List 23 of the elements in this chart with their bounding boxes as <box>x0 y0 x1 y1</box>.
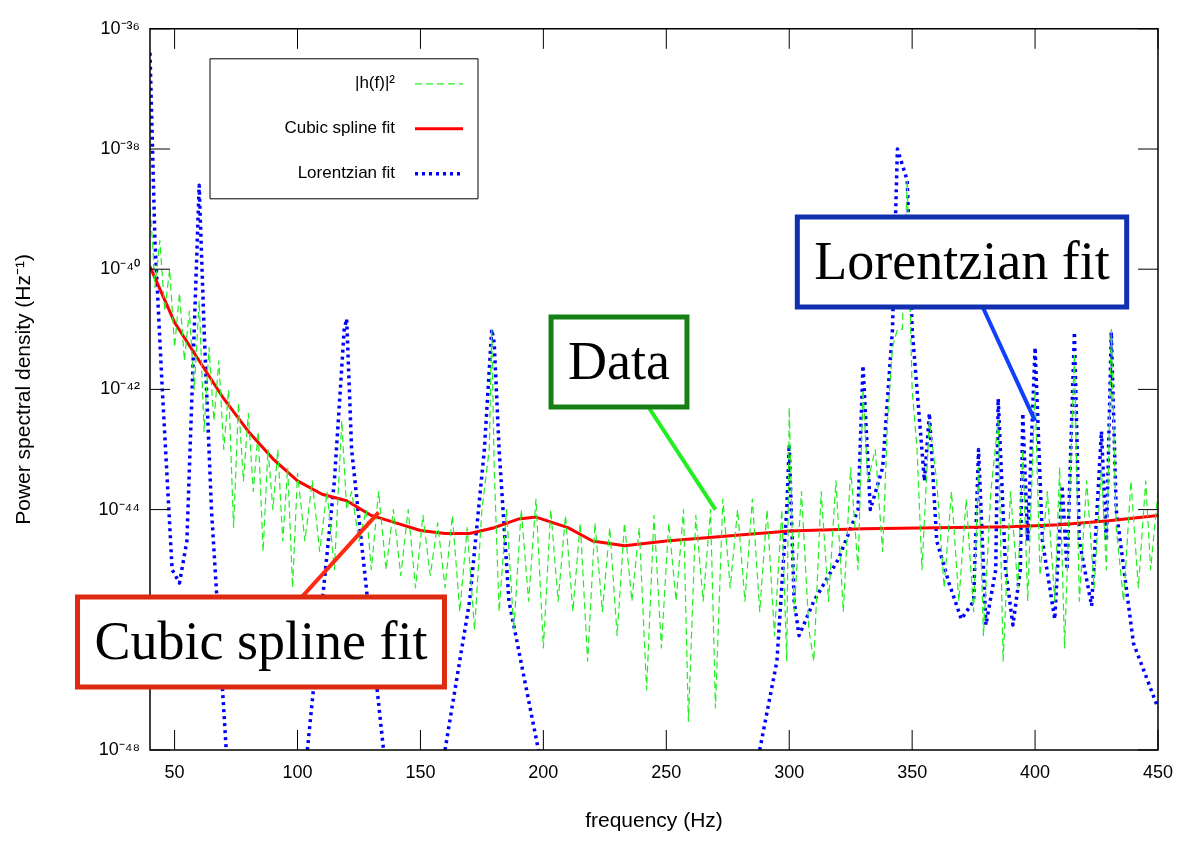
x-tick-label: 450 <box>1142 761 1174 782</box>
y-axis-title: Power spectral density (Hz⁻¹) <box>11 254 35 525</box>
legend-label: |h(f)|² <box>355 73 396 93</box>
y-tick-label: 10⁻⁴⁴ <box>98 498 140 519</box>
x-tick-label: 100 <box>282 761 313 782</box>
x-axis-title: frequency (Hz) <box>585 808 723 832</box>
legend-label: Cubic spline fit <box>284 118 396 138</box>
annotation: Data <box>568 331 670 392</box>
x-tick-label: 250 <box>651 761 682 782</box>
x-tick-label: 50 <box>164 761 185 782</box>
x-tick-label: 350 <box>897 761 928 782</box>
annotation: Lorentzian fit <box>814 231 1110 292</box>
y-tick-label: 10⁻⁴² <box>100 378 141 399</box>
y-tick-label: 10⁻³⁶ <box>100 17 140 38</box>
x-tick-label: 200 <box>528 761 559 782</box>
x-tick-label: 400 <box>1020 761 1051 782</box>
x-tick-label: 300 <box>774 761 805 782</box>
annotation: Cubic spline fit <box>94 611 428 672</box>
legend-label: Lorentzian fit <box>297 163 396 183</box>
x-tick-label: 150 <box>405 761 436 782</box>
y-tick-label: 10⁻³⁸ <box>100 137 140 158</box>
y-tick-label: 10⁻⁴⁰ <box>100 258 140 279</box>
y-tick-label: 10⁻⁴⁸ <box>98 738 140 759</box>
